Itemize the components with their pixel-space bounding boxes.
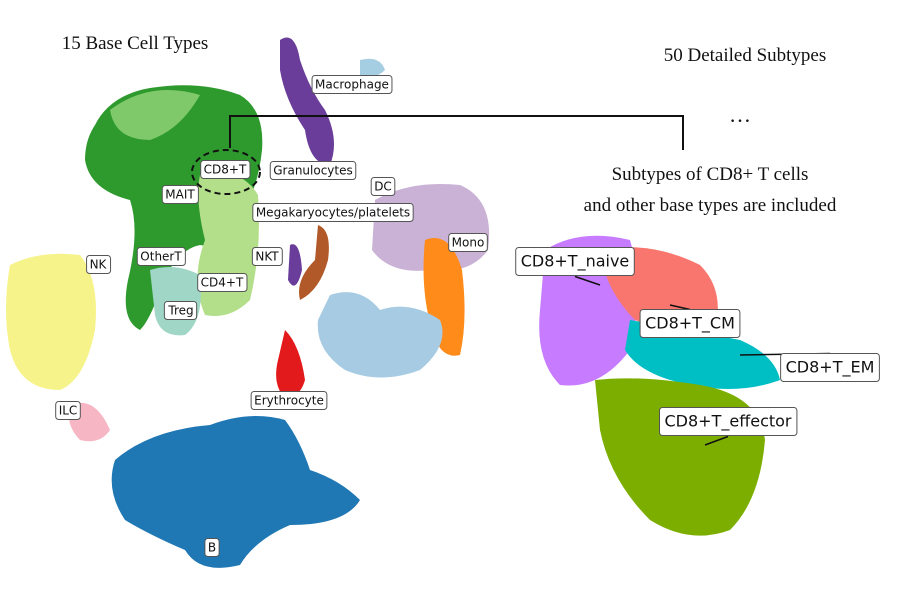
ellipsis: …: [729, 102, 751, 127]
cell-label: Macrophage: [311, 75, 393, 94]
label-box: [250, 391, 328, 410]
label-text: Macrophage: [315, 78, 389, 92]
cluster-nk: [6, 253, 96, 390]
cell-label: DC: [370, 177, 396, 196]
leader-line: [669, 304, 691, 311]
label-box: [370, 177, 396, 196]
cell-label: B: [204, 538, 220, 557]
cluster-erythrocyte: [276, 330, 305, 398]
label-box: [252, 203, 414, 222]
cell-label: MAIT: [161, 185, 199, 204]
bracket: [229, 115, 684, 150]
cell-label: Mono: [448, 233, 488, 252]
label-box: [204, 538, 220, 557]
cluster-lightblue: [317, 292, 443, 378]
cell-label: CD8+T_naive: [515, 247, 635, 286]
cell-label: OtherT: [136, 247, 186, 266]
cell-label: CD8+T_effector: [659, 407, 798, 446]
cluster-b: [111, 416, 361, 568]
label-box: [311, 75, 393, 94]
umap-right: [539, 235, 780, 536]
label-text: NK: [90, 258, 108, 272]
label-box: [136, 247, 186, 266]
label-text: Mono: [452, 236, 485, 250]
cluster-macrophage-light: [360, 58, 385, 77]
right-title: 50 Detailed Subtypes: [664, 45, 827, 66]
label-text: DC: [374, 180, 392, 194]
label-text: NKT: [255, 250, 279, 264]
label-box: [161, 185, 199, 204]
label-text: Erythrocyte: [254, 394, 324, 408]
label-text: MAIT: [165, 188, 195, 202]
cluster-effector: [595, 378, 765, 536]
cell-label: Megakaryocytes/platelets: [252, 203, 414, 222]
left-title: 15 Base Cell Types: [62, 33, 209, 54]
label-box: [251, 247, 283, 266]
cell-label: CD8+T_EM: [739, 352, 880, 382]
cell-label: ILC: [55, 401, 81, 420]
caption-line: and other base types are included: [584, 195, 837, 216]
label-text: B: [208, 541, 216, 555]
label-box: [448, 233, 488, 252]
label-text: CD8+T_naive: [521, 252, 630, 272]
label-box: [163, 301, 198, 320]
label-box: [55, 401, 81, 420]
label-text: ILC: [59, 404, 78, 418]
cell-label: Granulocytes: [269, 161, 357, 180]
cell-label: NKT: [251, 247, 283, 266]
cell-label: CD4+T: [197, 273, 248, 292]
cluster-green: [85, 85, 263, 330]
label-text: CD8+T_EM: [786, 358, 875, 378]
cluster-megakaryocyte: [299, 225, 329, 300]
cell-label: Treg: [163, 301, 198, 320]
label-box: [200, 160, 251, 179]
cell-label: Erythrocyte: [250, 391, 328, 410]
leader-line: [704, 435, 729, 446]
label-text: Treg: [167, 304, 193, 318]
label-box: [269, 161, 357, 180]
label-box: [197, 273, 248, 292]
label-text: Megakaryocytes/platelets: [256, 206, 410, 220]
label-text: CD4+T: [201, 276, 244, 290]
cell-label: CD8+T: [200, 160, 251, 179]
label-text: Granulocytes: [273, 164, 353, 178]
label-text: OtherT: [140, 250, 182, 264]
label-text: CD8+T_CM: [645, 314, 735, 334]
caption-line: Subtypes of CD8+ T cells: [612, 164, 809, 185]
label-box: [515, 247, 635, 276]
label-text: CD8+T: [204, 163, 247, 177]
label-box: [639, 309, 741, 338]
label-text: CD8+T_effector: [665, 412, 792, 432]
cluster-lightgreen: [110, 90, 200, 140]
cluster-nkt: [288, 244, 302, 286]
umap-left: [6, 37, 490, 568]
leader-line: [574, 275, 601, 286]
highlight-ellipse: [191, 149, 261, 195]
label-box: [659, 407, 798, 436]
cluster-macrophage: [280, 37, 334, 165]
label-box: [86, 255, 112, 274]
cell-label: CD8+T_CM: [639, 304, 741, 338]
cell-label: NK: [86, 255, 112, 274]
label-box: [780, 353, 880, 382]
